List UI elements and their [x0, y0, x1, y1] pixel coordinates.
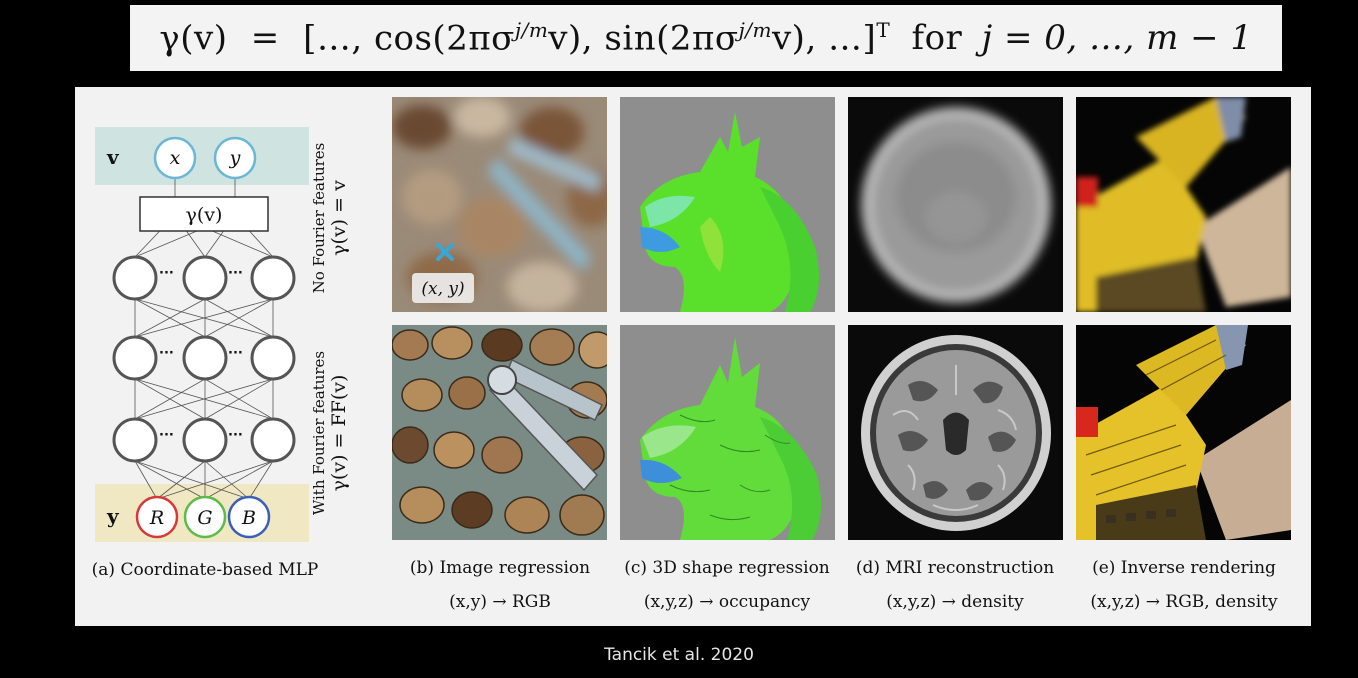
input-x-label: x — [170, 147, 181, 169]
output-g-label: G — [197, 507, 212, 529]
image-regression-blurry: (x, y) — [392, 97, 607, 312]
input-y-node — [213, 136, 257, 180]
mri-blurry — [848, 97, 1063, 312]
mri-detailed — [848, 325, 1063, 540]
hidden-node — [182, 417, 228, 463]
hidden-node — [112, 417, 158, 463]
encoding-label: γ(v) — [186, 204, 223, 226]
hidden-layer-1 — [112, 255, 296, 301]
formula-exp1: j/m — [514, 17, 549, 42]
formula-equals: = — [250, 18, 280, 59]
row-label-with-fourier: With Fourier features γ(v) = FF(v) — [310, 313, 366, 553]
hidden-layer-2 — [112, 335, 296, 381]
ellipsis: ··· — [228, 266, 243, 281]
coordinate-marker — [436, 243, 454, 261]
output-g-node — [183, 495, 227, 539]
citation-credit: Tancik et al. 2020 — [604, 645, 754, 665]
caption-shape-regression: (c) 3D shape regression — [624, 558, 830, 578]
row-label-no-fourier-line2: γ(v) = v — [328, 180, 350, 256]
row-label-with-fourier-line2: γ(v) = FF(v) — [328, 374, 350, 492]
output-r-node — [135, 495, 179, 539]
formula-gamma: γ(v) — [159, 18, 228, 59]
shape-regression-smooth — [620, 97, 835, 312]
row-label-no-fourier: No Fourier features γ(v) = v — [310, 98, 366, 338]
inverse-rendering-blurry — [1076, 97, 1291, 312]
formula-left: […, cos(2πσ — [303, 18, 515, 59]
ellipsis: ··· — [159, 346, 174, 361]
caption-inverse-rendering: (e) Inverse rendering — [1092, 558, 1276, 578]
caption-image-regression: (b) Image regression — [409, 558, 591, 578]
caption-mri-sub: (x,y,z) → density — [886, 592, 1024, 612]
hidden-layer-3 — [112, 417, 296, 463]
mlp-diagram: v x y γ(v) ··· ··· ··· ··· ··· ··· y R G… — [95, 127, 309, 542]
caption-mlp: (a) Coordinate-based MLP — [91, 560, 319, 580]
caption-inverse-rendering-sub: (x,y,z) → RGB, density — [1090, 592, 1278, 612]
formula-range: j = 0, …, m − 1 — [981, 18, 1253, 59]
ellipsis: ··· — [159, 266, 174, 281]
ellipsis: ··· — [228, 346, 243, 361]
row-label-no-fourier-line1: No Fourier features — [310, 142, 328, 294]
input-label-v: v — [106, 145, 120, 169]
coordinate-label-box — [412, 273, 474, 303]
output-b-node — [227, 495, 271, 539]
shape-regression-detailed — [620, 325, 835, 540]
formula-transpose: T — [876, 17, 891, 42]
ellipsis: ··· — [159, 428, 174, 443]
row-label-with-fourier-line1: With Fourier features — [310, 350, 328, 516]
hidden-node — [112, 335, 158, 381]
hidden-node — [250, 335, 296, 381]
hidden-node — [182, 335, 228, 381]
hidden-node — [182, 255, 228, 301]
hidden-node — [112, 255, 158, 301]
encoding-box — [139, 196, 269, 232]
ellipsis: ··· — [228, 428, 243, 443]
formula-for: for — [911, 18, 963, 59]
input-band — [95, 127, 309, 185]
input-y-label: y — [229, 147, 241, 169]
hidden-node — [250, 255, 296, 301]
formula-bar: γ(v) = […, cos(2πσj/mv), sin(2πσj/mv), …… — [130, 5, 1282, 71]
formula-mid: v), sin(2πσ — [548, 18, 739, 59]
formula-exp2: j/m — [738, 17, 772, 42]
output-label-y: y — [106, 504, 120, 528]
coordinate-label: (x, y) — [421, 279, 464, 299]
output-r-label: R — [149, 507, 164, 529]
formula-right: v), …] — [771, 18, 877, 59]
caption-image-regression-sub: (x,y) → RGB — [449, 592, 551, 612]
caption-shape-regression-sub: (x,y,z) → occupancy — [643, 592, 811, 612]
inverse-rendering-detailed — [1076, 325, 1291, 540]
caption-mri: (d) MRI reconstruction — [855, 558, 1055, 578]
image-regression-sharp — [392, 325, 607, 540]
hidden-node — [250, 417, 296, 463]
output-b-label: B — [241, 507, 256, 529]
input-x-node — [153, 136, 197, 180]
fourier-formula: γ(v) = […, cos(2πσj/mv), sin(2πσj/mv), …… — [159, 18, 1252, 58]
